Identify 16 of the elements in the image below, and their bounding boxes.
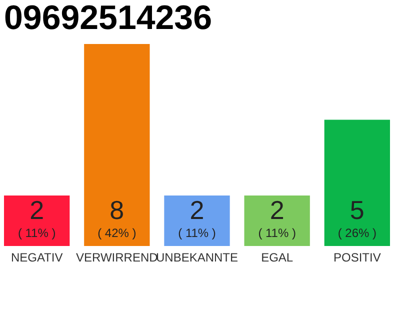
annotation: ( 11% ) [178,226,216,240]
annotation: ( 26% ) [338,226,377,240]
annotation: ( 11% ) [258,226,296,240]
annotation: ( 42% ) [98,226,136,240]
annotation: ( 11% ) [18,226,56,240]
x-tick-label: EGAL [261,250,294,264]
x-tick-label: VERWIRREND [76,250,158,264]
data-label: 2 [190,195,204,225]
data-label: 2 [30,195,44,225]
data-label: 5 [350,195,364,225]
x-tick-label: POSITIV [333,250,381,264]
x-tick-label: UNBEKANNTE [156,250,238,264]
x-tick-label: NEGATIV [10,250,63,264]
data-label: 8 [110,195,124,225]
data-label: 2 [270,195,284,225]
chart-title: 09692514236 [4,0,212,37]
